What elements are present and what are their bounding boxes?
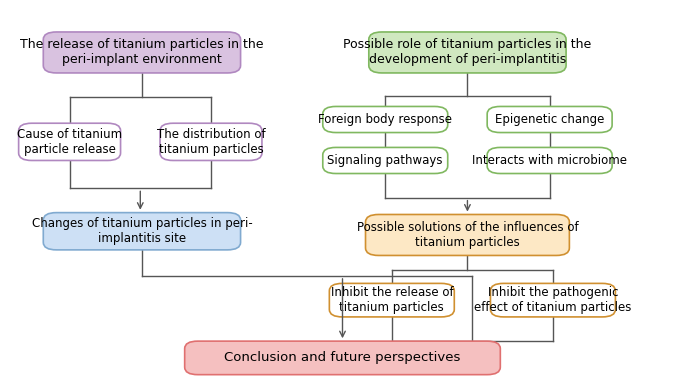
- Text: Foreign body response: Foreign body response: [319, 113, 452, 126]
- FancyBboxPatch shape: [369, 32, 566, 73]
- FancyBboxPatch shape: [323, 147, 448, 173]
- Text: Interacts with microbiome: Interacts with microbiome: [472, 154, 627, 167]
- FancyBboxPatch shape: [43, 213, 240, 250]
- Text: Conclusion and future perspectives: Conclusion and future perspectives: [224, 352, 461, 364]
- FancyBboxPatch shape: [18, 123, 121, 161]
- Text: Possible solutions of the influences of
titanium particles: Possible solutions of the influences of …: [357, 221, 578, 249]
- Text: Changes of titanium particles in peri-
implantitis site: Changes of titanium particles in peri- i…: [32, 217, 252, 245]
- FancyBboxPatch shape: [487, 147, 612, 173]
- FancyBboxPatch shape: [323, 106, 448, 133]
- Text: Possible role of titanium particles in the
development of peri-implantitis: Possible role of titanium particles in t…: [343, 38, 592, 66]
- Text: Signaling pathways: Signaling pathways: [327, 154, 443, 167]
- Text: Inhibit the release of
titanium particles: Inhibit the release of titanium particle…: [330, 286, 453, 314]
- Text: The release of titanium particles in the
peri-implant environment: The release of titanium particles in the…: [20, 38, 264, 66]
- FancyBboxPatch shape: [329, 283, 454, 317]
- FancyBboxPatch shape: [487, 106, 612, 133]
- Text: Inhibit the pathogenic
effect of titanium particles: Inhibit the pathogenic effect of titaniu…: [474, 286, 632, 314]
- FancyBboxPatch shape: [185, 341, 500, 375]
- Text: The distribution of
titanium particles: The distribution of titanium particles: [157, 128, 265, 156]
- FancyBboxPatch shape: [366, 215, 569, 255]
- FancyBboxPatch shape: [490, 283, 615, 317]
- Text: Epigenetic change: Epigenetic change: [495, 113, 604, 126]
- FancyBboxPatch shape: [160, 123, 262, 161]
- FancyBboxPatch shape: [43, 32, 240, 73]
- Text: Cause of titanium
particle release: Cause of titanium particle release: [17, 128, 122, 156]
